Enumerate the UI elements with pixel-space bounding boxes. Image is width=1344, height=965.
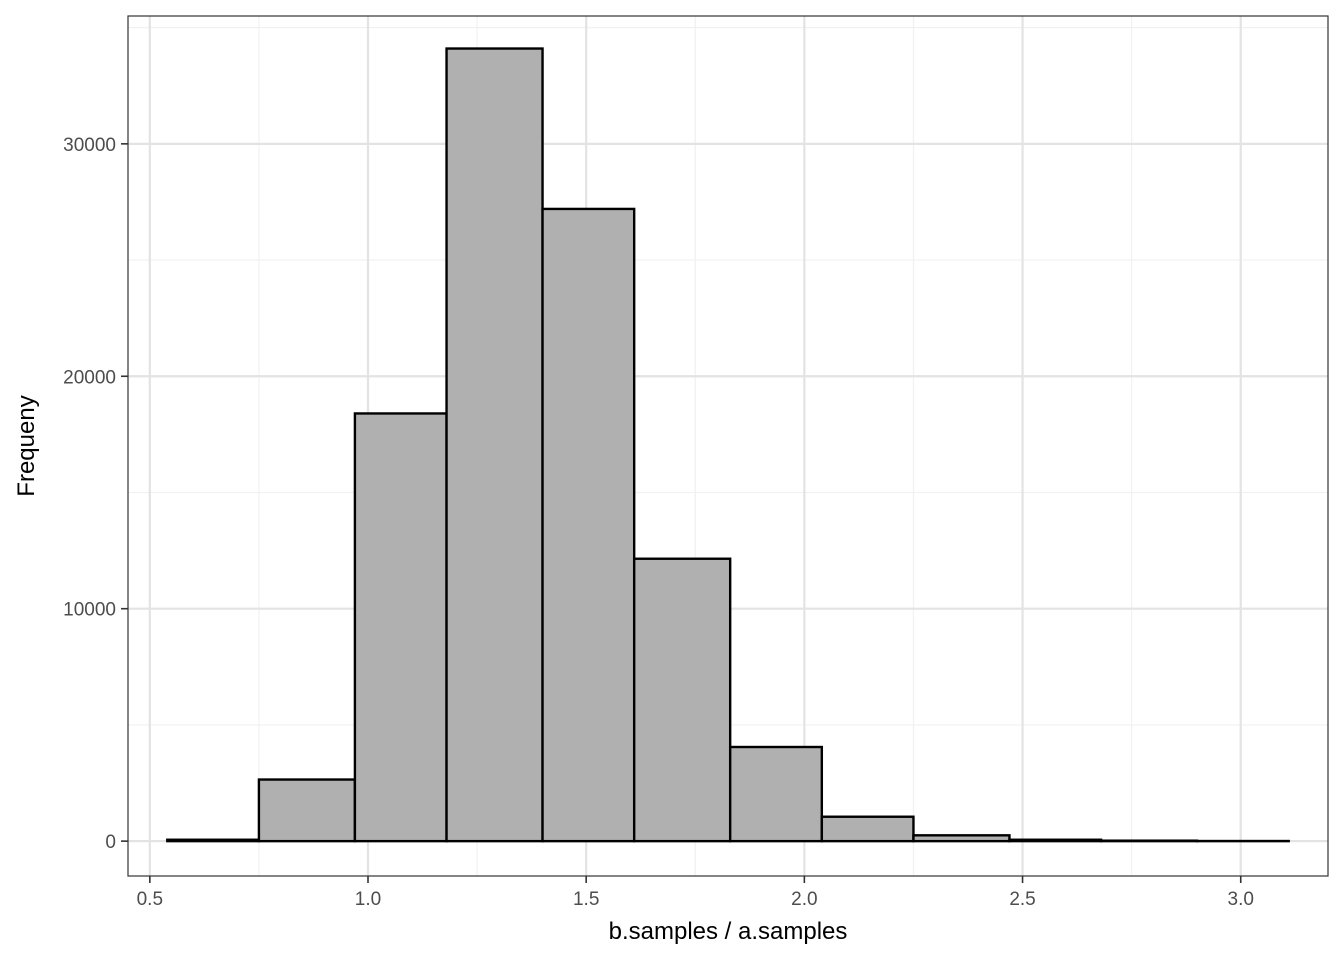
x-tick-label: 1.5	[573, 889, 599, 910]
y-tick-label: 10000	[63, 600, 116, 621]
histogram-bar	[355, 413, 447, 841]
histogram-bar	[822, 817, 914, 841]
x-tick-label: 3.0	[1228, 889, 1254, 910]
histogram-bar	[167, 840, 259, 841]
y-tick-label: 20000	[63, 367, 116, 388]
x-tick-label: 0.5	[137, 889, 163, 910]
y-axis-title: Frequeny	[13, 395, 40, 496]
histogram-bar	[730, 747, 822, 841]
y-tick-label: 0	[105, 832, 116, 853]
y-tick-label: 30000	[63, 135, 116, 156]
x-tick-label: 2.5	[1009, 889, 1035, 910]
x-tick-label: 1.0	[355, 889, 381, 910]
x-tick-label: 2.0	[791, 889, 817, 910]
y-axis: 0 10000 20000 30000	[63, 135, 128, 853]
histogram-bar	[259, 780, 355, 842]
histogram-bar	[634, 559, 730, 841]
histogram-bar	[1009, 840, 1101, 841]
histogram-bar	[447, 49, 543, 842]
histogram-bars	[167, 49, 1288, 842]
histogram-bar	[913, 835, 1009, 841]
histogram-bar	[543, 209, 635, 841]
x-axis: 0.5 1.0 1.5 2.0 2.5 3.0	[137, 876, 1254, 910]
x-axis-title: b.samples / a.samples	[609, 918, 848, 945]
